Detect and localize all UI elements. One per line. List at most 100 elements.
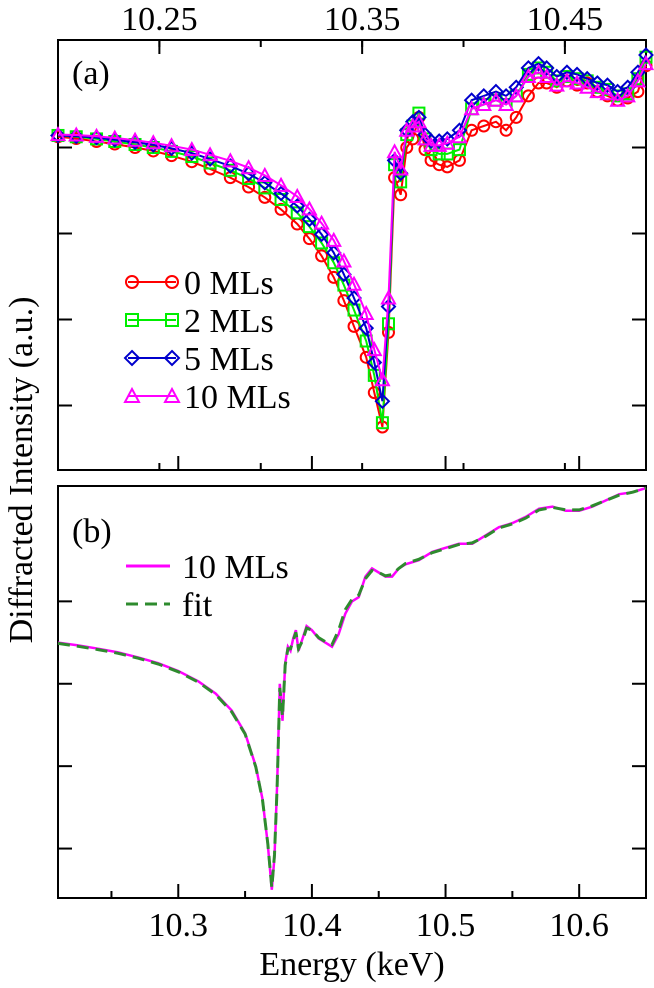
legend-label: 0 MLs (184, 265, 274, 302)
data-point-5-mls (463, 92, 480, 109)
data-point-5-mls (313, 226, 330, 243)
data-point-5-mls (538, 60, 555, 76)
series-5-mls (50, 47, 654, 410)
data-point-10-mls (520, 67, 537, 84)
data-point-10-mls (222, 152, 239, 168)
data-point-10-mls (289, 187, 306, 204)
data-point-10-mls (410, 113, 428, 129)
data-point-10-mls (589, 83, 606, 99)
x-axis-tick-label: 10.4 (282, 907, 342, 944)
data-point-0-mls (521, 89, 535, 103)
legend-item-fit: fit (126, 587, 213, 624)
data-point-10-mls (380, 289, 397, 305)
data-point-5-mls (569, 66, 585, 83)
legend-label: 5 MLs (184, 341, 274, 378)
data-point-5-mls (240, 165, 257, 182)
data-point-0-mls (440, 160, 454, 174)
data-point-5-mls (301, 211, 318, 228)
panel-a-label: (a) (72, 55, 110, 92)
legend-label: 2 MLs (184, 303, 274, 340)
data-point-10-mls (386, 143, 403, 159)
x-axis-tick-label: 10.6 (549, 907, 609, 944)
data-point-0-mls (258, 190, 272, 204)
data-point-5-mls (366, 354, 383, 371)
data-point-10-mls (530, 63, 547, 79)
data-point-10-mls (313, 214, 330, 230)
legend-item-10-mls: 10 MLs (126, 549, 289, 586)
legend-marker (163, 349, 181, 367)
x-axis-tick-label: 10.3 (149, 907, 209, 944)
panel-b-ticks: 10.3 10.4 10.5 10.6 (58, 456, 647, 944)
data-point-10-mls (568, 74, 586, 90)
data-point-10-mls (335, 252, 353, 268)
legend-marker (125, 275, 139, 289)
data-point-10-mls (88, 127, 105, 143)
data-point-10-mls (126, 131, 144, 147)
top-axis-tick-label: 10.35 (324, 1, 401, 38)
data-point-10-mls (301, 200, 318, 216)
panel-a-frame (57, 39, 647, 471)
panel-b-series (57, 486, 647, 890)
data-point-5-mls (579, 70, 596, 87)
data-point-2-mls (203, 156, 217, 170)
legend-item-2-mls: 2 MLs (125, 303, 274, 340)
data-point-10-mls (422, 136, 440, 152)
data-point-0-mls (509, 110, 523, 124)
data-point-0-mls (489, 115, 503, 129)
data-point-10-mls (619, 87, 636, 103)
x-axis-tick-label: 10.5 (416, 907, 476, 944)
data-point-5-mls (431, 133, 448, 149)
legend-marker (165, 313, 179, 327)
data-point-5-mls (439, 130, 456, 147)
data-point-2-mls (394, 175, 408, 189)
series-line-5-mls (57, 54, 647, 402)
legend-label: fit (182, 587, 213, 624)
series-10-mls (49, 55, 654, 387)
data-point-5-mls (559, 64, 575, 81)
panel-b-frame (57, 485, 647, 899)
data-point-0-mls (274, 202, 288, 216)
data-point-5-mls (548, 68, 565, 85)
data-point-5-mls (609, 83, 626, 100)
data-point-10-mls (163, 137, 180, 153)
y-axis-title: Diffracted Intensity (a.u.) (3, 297, 40, 644)
data-point-10-mls (451, 128, 468, 144)
legend-marker (123, 386, 141, 403)
data-point-0-mls (499, 123, 513, 137)
legend-label: 10 MLs (184, 379, 291, 416)
data-point-5-mls (488, 83, 504, 100)
data-point-5-mls (530, 55, 547, 72)
data-point-10-mls (439, 134, 456, 150)
data-point-5-mls (50, 127, 66, 144)
data-point-5-mls (498, 87, 515, 104)
data-point-5-mls (358, 320, 375, 337)
panel-a-series (49, 47, 654, 434)
data-point-5-mls (289, 198, 306, 214)
legend-marker (125, 313, 139, 327)
data-point-10-mls (629, 72, 647, 88)
data-point-10-mls (68, 126, 85, 142)
data-point-10-mls (579, 78, 596, 94)
x-axis-title: Energy (keV) (259, 946, 444, 983)
series-line-2-mls (57, 56, 647, 423)
legend-item-0-mls: 0 MLs (125, 265, 274, 302)
data-point-10-mls (325, 231, 342, 247)
data-point-10-mls (201, 146, 219, 162)
data-point-5-mls (599, 77, 616, 94)
data-point-10-mls (416, 130, 434, 146)
data-point-10-mls (398, 121, 415, 137)
legend-marker (163, 386, 181, 403)
data-point-0-mls (302, 232, 316, 246)
data-point-0-mls (477, 119, 491, 133)
legend-label: 10 MLs (182, 549, 289, 586)
data-point-10-mls (609, 91, 626, 107)
data-point-10-mls (256, 166, 273, 182)
series-2-mls (51, 50, 653, 430)
data-point-10-mls (508, 87, 525, 103)
data-point-10-mls (345, 275, 363, 291)
data-point-5-mls (475, 87, 492, 104)
top-axis-tick-label: 10.45 (527, 1, 604, 38)
data-point-10-mls (145, 134, 162, 150)
